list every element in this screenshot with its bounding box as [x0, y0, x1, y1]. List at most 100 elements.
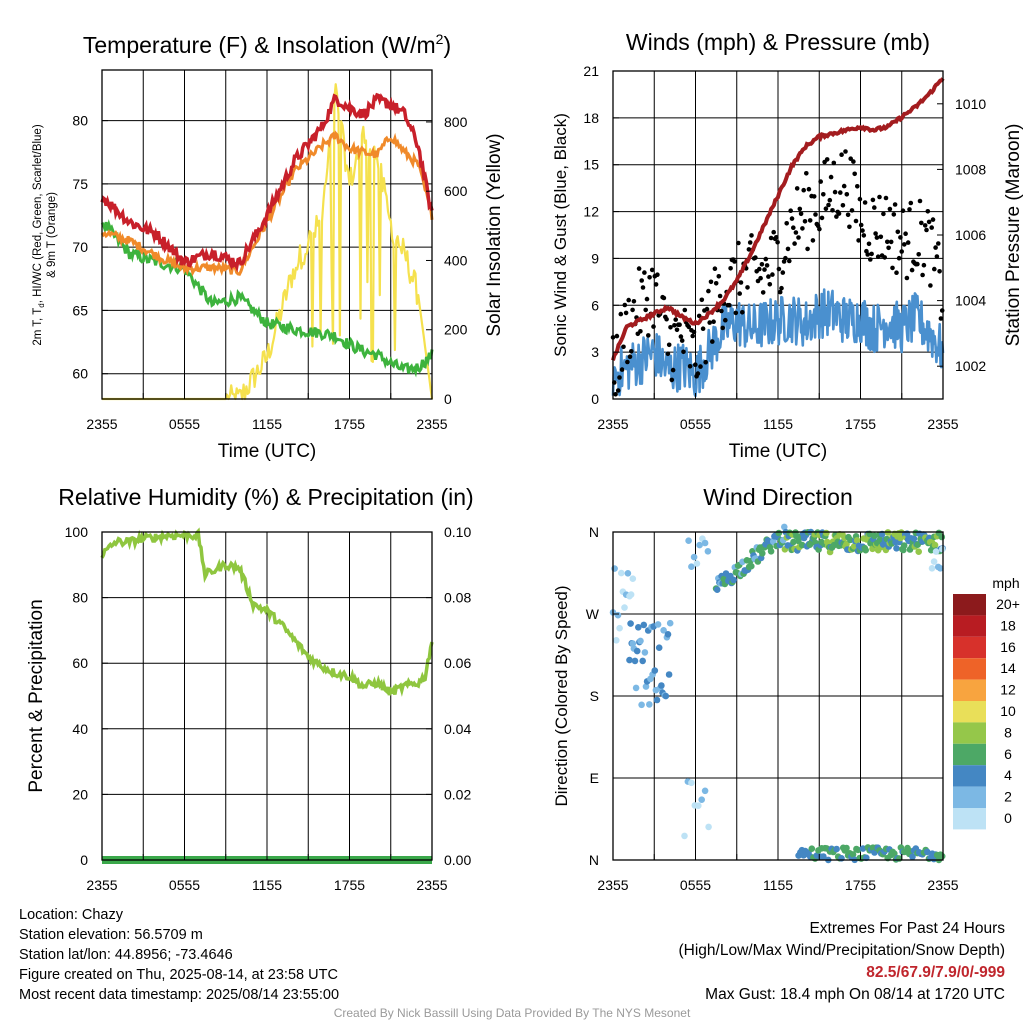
gust-point: [836, 211, 842, 216]
gust-point: [736, 240, 741, 246]
gust-point: [938, 316, 944, 321]
y2-tick-label: 1006: [955, 227, 986, 243]
gust-point: [706, 288, 711, 294]
gust-point: [926, 219, 932, 225]
gust-point: [613, 392, 618, 397]
gust-point: [708, 279, 714, 285]
gust-point: [810, 238, 816, 243]
gust-point: [907, 207, 912, 212]
gust-point: [882, 255, 887, 260]
legend-label: 16: [1000, 639, 1016, 655]
gust-point: [885, 239, 890, 245]
gust-point: [691, 329, 697, 335]
y2-tick-label: 1004: [955, 293, 986, 309]
gust-point: [832, 189, 838, 195]
legend-swatch: [953, 679, 986, 701]
direction-point: [626, 656, 633, 664]
gust-point: [925, 209, 931, 214]
direction-point: [932, 548, 940, 555]
gust-point: [749, 233, 754, 238]
gust-point: [787, 258, 792, 264]
legend-label: 2: [1004, 789, 1012, 805]
gust-point: [763, 256, 769, 262]
direction-point: [662, 692, 670, 700]
gust-point: [831, 160, 837, 166]
gust-point: [845, 212, 851, 218]
y-tick-label: 0: [80, 852, 88, 868]
gust-point: [626, 297, 631, 303]
direction-point: [666, 619, 674, 627]
gust-point: [826, 202, 831, 208]
gust-point: [621, 344, 626, 350]
gust-point: [746, 247, 752, 252]
legend-swatch: [953, 658, 986, 680]
gust-point: [919, 220, 924, 226]
y-tick-label: S: [590, 688, 599, 704]
gust-point: [674, 327, 680, 333]
x-tick-label: 2355: [927, 416, 958, 432]
legend-swatch: [953, 743, 986, 766]
x-tick-label: 1755: [334, 416, 365, 432]
gust-point: [682, 307, 688, 313]
gust-point: [939, 308, 945, 313]
gust-point: [665, 351, 671, 357]
gust-point: [844, 192, 850, 197]
legend-swatch: [953, 722, 986, 744]
gust-point: [841, 183, 847, 189]
gust-point: [791, 225, 796, 230]
gust-point: [813, 212, 818, 217]
gust-point: [797, 206, 803, 212]
y-tick-label: 0: [591, 391, 599, 407]
gust-point: [687, 364, 693, 369]
direction-point: [637, 637, 644, 645]
gust-point: [737, 291, 742, 296]
gust-point: [840, 203, 846, 208]
y-tick-label: 6: [591, 297, 599, 313]
direction-point: [693, 560, 701, 567]
gust-point: [668, 325, 673, 330]
y-tick-label: 80: [72, 113, 88, 129]
gust-point: [883, 195, 889, 201]
direction-point: [627, 591, 635, 598]
gust-point: [630, 307, 635, 313]
gust-point: [758, 275, 763, 281]
gust-point: [873, 231, 878, 236]
x-tick-label: 0555: [680, 877, 711, 893]
gust-point: [823, 206, 829, 211]
direction-point: [624, 570, 632, 577]
gust-point: [819, 215, 825, 221]
y-tick-label: 3: [591, 344, 599, 360]
temperature-x-label: Time (UTC): [218, 441, 317, 462]
gust-point: [929, 225, 934, 230]
gust-point: [753, 255, 758, 260]
gust-point: [817, 226, 822, 232]
direction-point: [849, 851, 857, 858]
gust-point: [886, 245, 891, 251]
gust-point: [649, 267, 655, 273]
direction-point: [639, 657, 646, 665]
station-info: Location: Chazy Station elevation: 56.57…: [19, 905, 339, 1005]
direction-point: [909, 853, 916, 861]
extremes-values: 82.5/67.9/7.9/0/-999: [866, 964, 1005, 981]
x-tick-label: 1155: [763, 416, 793, 432]
gust-point: [794, 186, 800, 191]
gust-point: [801, 187, 806, 193]
gust-point: [712, 266, 718, 272]
y-tick-label: 60: [72, 366, 88, 382]
x-tick-label: 2355: [927, 877, 958, 893]
gust-point: [707, 320, 712, 325]
direction-point: [910, 535, 918, 542]
direction-point: [850, 543, 858, 550]
gust-point: [898, 235, 903, 240]
legend-label: 4: [1004, 767, 1012, 783]
gust-point: [783, 255, 788, 261]
y-tick-label: 80: [72, 590, 88, 606]
gust-point: [853, 218, 859, 224]
y2-tick-label: 1002: [955, 358, 986, 374]
pressure-line: [611, 77, 945, 361]
gust-point: [679, 338, 685, 343]
y-tick-label: 100: [65, 524, 89, 540]
direction-point: [843, 844, 850, 852]
direction-point: [688, 563, 695, 570]
